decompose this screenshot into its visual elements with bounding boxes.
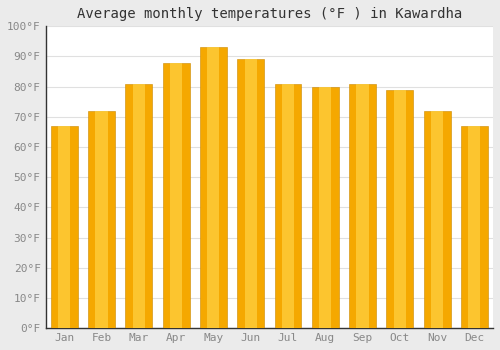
Bar <box>237 60 264 328</box>
Bar <box>468 126 480 328</box>
Bar <box>312 87 338 328</box>
Bar <box>58 126 70 328</box>
Bar <box>431 111 443 328</box>
Bar <box>132 84 145 328</box>
Bar <box>170 63 182 328</box>
Title: Average monthly temperatures (°F ) in Kawardha: Average monthly temperatures (°F ) in Ka… <box>76 7 462 21</box>
Bar <box>282 84 294 328</box>
Bar <box>244 60 256 328</box>
Bar <box>96 111 108 328</box>
Bar <box>88 111 115 328</box>
Bar <box>349 84 376 328</box>
Bar <box>394 90 406 328</box>
Bar <box>208 47 220 328</box>
Bar <box>356 84 368 328</box>
Bar <box>461 126 488 328</box>
Bar <box>51 126 78 328</box>
Bar <box>386 90 413 328</box>
Bar <box>200 47 227 328</box>
Bar <box>319 87 332 328</box>
Bar <box>162 63 190 328</box>
Bar <box>126 84 152 328</box>
Bar <box>274 84 301 328</box>
Bar <box>424 111 450 328</box>
